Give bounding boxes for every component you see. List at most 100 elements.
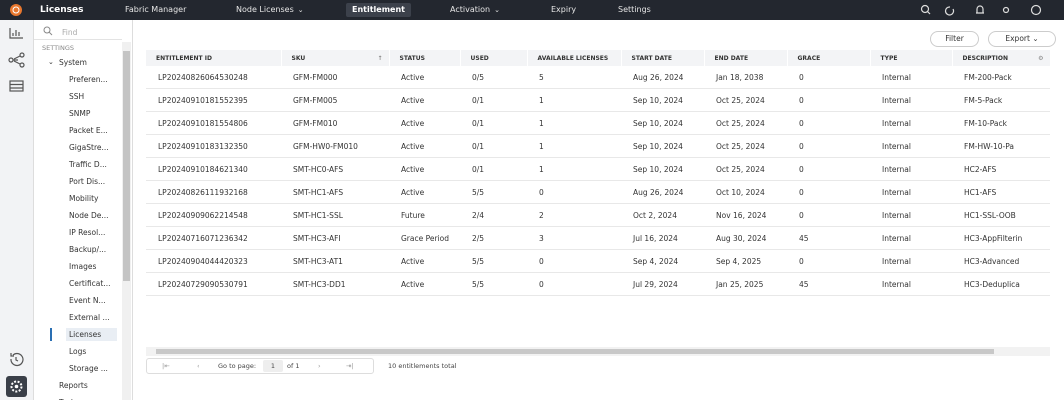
next-page[interactable]: › bbox=[318, 362, 321, 370]
table-cell: 0 bbox=[787, 203, 870, 227]
table-row: LP20240826064530248 GFM-FM000 Active 0/5 5 Au… bbox=[146, 66, 1050, 89]
first-page[interactable]: |⇤ bbox=[162, 362, 170, 370]
column-header[interactable]: ENTITLEMENT ID bbox=[146, 50, 282, 66]
tree-child[interactable]: Preferen... bbox=[69, 75, 108, 84]
tree-child[interactable]: Packet E... bbox=[69, 126, 108, 135]
tree-child[interactable]: Logs bbox=[69, 347, 87, 356]
table-cell: Sep 10, 2024 bbox=[621, 88, 704, 112]
page-input[interactable]: 1 bbox=[263, 360, 283, 372]
tree-child[interactable]: IP Resol... bbox=[69, 228, 106, 237]
table-cell: Oct 25, 2024 bbox=[704, 134, 787, 158]
nav-label: Activation bbox=[450, 5, 491, 14]
table-cell[interactable]: 2/4 bbox=[460, 203, 527, 227]
column-header[interactable]: TYPE bbox=[870, 50, 953, 66]
last-page[interactable]: ⇥| bbox=[346, 362, 354, 370]
table-cell: Oct 2, 2024 bbox=[621, 203, 704, 227]
table-row: LP20240909062214548 SMT-HC1-SSL Future 2/4 2… bbox=[146, 203, 1050, 227]
nav-label: Entitlement bbox=[352, 5, 405, 14]
tree-child[interactable]: Event N... bbox=[69, 296, 106, 305]
table-cell[interactable]: 1 bbox=[527, 157, 621, 181]
column-header[interactable]: AVAILABLE LICENSES bbox=[527, 50, 622, 66]
prev-page[interactable]: ‹ bbox=[197, 362, 200, 370]
tree-child[interactable]: Images bbox=[69, 262, 97, 271]
tree-child[interactable]: GigaStre... bbox=[69, 143, 109, 152]
table-cell: Jul 29, 2024 bbox=[621, 272, 704, 296]
tree-child[interactable]: Backup/... bbox=[69, 245, 107, 254]
table-cell: Aug 30, 2024 bbox=[704, 226, 787, 250]
table-cell: 1 bbox=[527, 111, 621, 135]
column-label: START DATE bbox=[631, 54, 672, 62]
search-input[interactable]: Find bbox=[62, 28, 78, 37]
column-header[interactable]: START DATE bbox=[621, 50, 705, 66]
column-header[interactable]: END DATE bbox=[704, 50, 788, 66]
h-scroll-thumb bbox=[156, 349, 994, 354]
export-button[interactable]: Export ⌄ bbox=[988, 31, 1056, 47]
scrollbar-thumb bbox=[123, 51, 130, 281]
top-bar: Licenses Fabric Manager Node Licenses ⌄ Ent… bbox=[0, 0, 1064, 20]
table-cell: LP20240909062214548 bbox=[146, 203, 281, 227]
column-header[interactable]: GRACE bbox=[787, 50, 871, 66]
nav-item[interactable]: Fabric Manager bbox=[125, 0, 186, 20]
search-icon bbox=[43, 26, 53, 36]
tree-item[interactable]: Tasks bbox=[59, 396, 79, 400]
nav-item[interactable]: Node Licenses ⌄ bbox=[236, 0, 304, 20]
rail-icons bbox=[6, 28, 27, 397]
table-cell[interactable]: 0/1 bbox=[460, 88, 527, 112]
table-cell[interactable]: 3 bbox=[527, 226, 621, 250]
table-cell[interactable]: 2/5 bbox=[460, 226, 527, 250]
nav-item[interactable]: Settings bbox=[618, 0, 651, 20]
table-cell: 5 bbox=[527, 66, 621, 89]
table-cell: 0 bbox=[787, 249, 870, 273]
column-header[interactable]: SKU ↑ bbox=[281, 50, 390, 66]
table-cell: Active bbox=[389, 272, 460, 296]
table-cell: 0 bbox=[787, 180, 870, 204]
tree-child[interactable]: Storage ... bbox=[69, 364, 108, 373]
column-label: SKU bbox=[291, 54, 306, 62]
tree-child[interactable]: Node De... bbox=[69, 211, 109, 220]
table-cell: SMT-HC1-SSL bbox=[281, 203, 389, 227]
dropdown-caret: ⌄ bbox=[297, 6, 304, 14]
nav-item[interactable]: Entitlement bbox=[346, 3, 411, 17]
table-cell[interactable]: 2 bbox=[527, 203, 621, 227]
tree-item[interactable]: System bbox=[59, 58, 87, 67]
table-cell: Aug 26, 2024 bbox=[621, 66, 704, 89]
column-header[interactable]: DESCRIPTION ⚙ bbox=[952, 50, 1051, 66]
tree-child[interactable]: Traffic D... bbox=[69, 160, 107, 169]
nav-item[interactable]: Expiry bbox=[551, 0, 576, 20]
tree-child[interactable]: Licenses bbox=[66, 328, 117, 341]
table-cell: SMT-HC0-AFS bbox=[281, 157, 389, 181]
table-cell: Sep 10, 2024 bbox=[621, 134, 704, 158]
column-header[interactable]: USED bbox=[460, 50, 528, 66]
tree-child[interactable]: Certificat... bbox=[69, 279, 111, 288]
table-cell: Jan 25, 2025 bbox=[704, 272, 787, 296]
tree-child[interactable]: Mobility bbox=[69, 194, 99, 203]
tree-child[interactable]: SNMP bbox=[69, 109, 91, 118]
table-cell: Internal bbox=[870, 180, 952, 204]
table-cell: FM-HW-10-Pa bbox=[952, 134, 1050, 158]
table-cell[interactable]: 5/5 bbox=[460, 249, 527, 273]
table-cell[interactable]: 0/1 bbox=[460, 134, 527, 158]
table-cell: SMT-HC3-AT1 bbox=[281, 249, 389, 273]
filter-button[interactable]: Filter bbox=[930, 31, 979, 47]
table-cell[interactable]: 0/1 bbox=[460, 111, 527, 135]
tree-child[interactable]: Port Dis... bbox=[69, 177, 106, 186]
table-row: LP20240910184621340 SMT-HC0-AFS Active 0/1 1… bbox=[146, 157, 1050, 181]
table-cell: Active bbox=[389, 157, 460, 181]
table-cell[interactable]: 5/5 bbox=[460, 272, 527, 296]
table-cell: Active bbox=[389, 134, 460, 158]
table-row: LP20240826111932168 SMT-HC1-AFS Active 5/5 0… bbox=[146, 180, 1050, 204]
table-cell: Oct 10, 2024 bbox=[704, 180, 787, 204]
tree-item[interactable]: Reports bbox=[59, 381, 88, 390]
table-cell[interactable]: 0/1 bbox=[460, 157, 527, 181]
table-cell: Oct 25, 2024 bbox=[704, 157, 787, 181]
table-row: LP20240910181552395 GFM-FM005 Active 0/1 1 Se… bbox=[146, 88, 1050, 112]
nav-item[interactable]: Activation ⌄ bbox=[450, 0, 500, 20]
table-cell: 0 bbox=[787, 157, 870, 181]
tree-child[interactable]: SSH bbox=[69, 92, 85, 101]
table-cell[interactable]: 0/5 bbox=[460, 66, 527, 89]
tree-child[interactable]: External ... bbox=[69, 313, 110, 322]
column-header[interactable]: STATUS bbox=[389, 50, 461, 66]
icon-rail bbox=[0, 20, 34, 400]
table-cell[interactable]: 5/5 bbox=[460, 180, 527, 204]
